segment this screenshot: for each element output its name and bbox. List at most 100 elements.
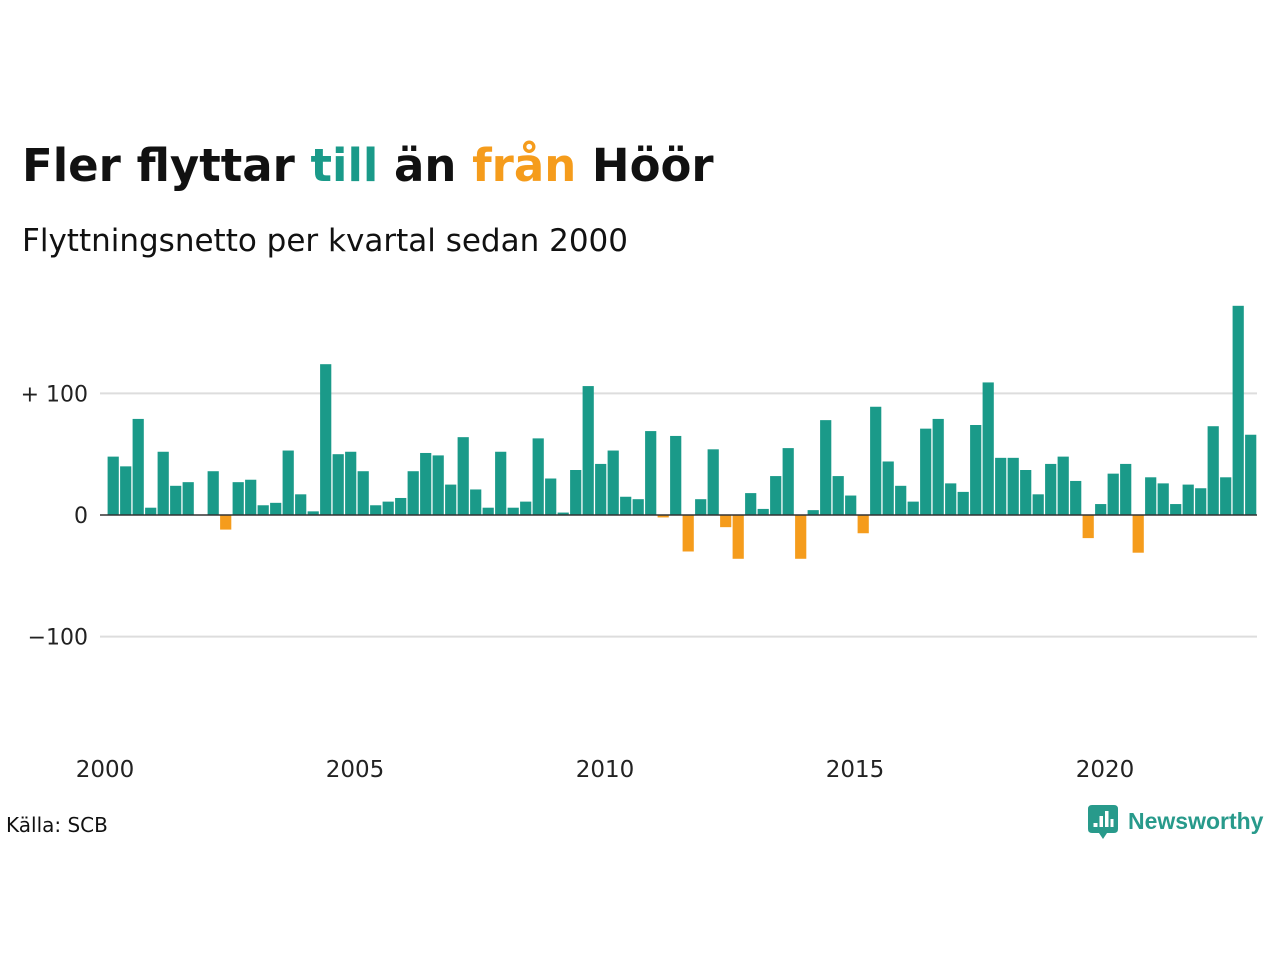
bar — [1107, 473, 1119, 515]
bar — [782, 448, 794, 515]
bar — [607, 450, 619, 515]
bar — [457, 437, 469, 515]
y-tick-label: −100 — [28, 626, 88, 651]
bar — [845, 495, 857, 515]
logo-text: Newsworthy — [1128, 808, 1264, 834]
newsworthy-logo-icon — [1088, 805, 1118, 839]
bar — [470, 489, 482, 515]
bar — [207, 471, 219, 515]
bar — [1020, 470, 1032, 515]
bar — [945, 483, 957, 515]
bar — [995, 457, 1007, 515]
bar — [1232, 305, 1244, 515]
bar — [257, 505, 269, 515]
bar — [532, 438, 544, 515]
bar — [1132, 515, 1144, 553]
bar — [957, 491, 969, 515]
gridlines — [100, 392, 1257, 638]
bar — [182, 482, 194, 515]
bar — [145, 507, 157, 515]
bar — [720, 515, 732, 528]
bars — [107, 305, 1257, 559]
bar — [820, 420, 832, 515]
x-tick-label: 2000 — [76, 757, 135, 783]
bar — [932, 418, 944, 515]
bar — [595, 463, 607, 515]
chart-title: Fler flyttar till än från Höör — [22, 139, 714, 192]
bar — [420, 452, 432, 515]
y-axis: −100 0 + 100 — [21, 382, 88, 650]
bar — [557, 512, 569, 515]
bar — [295, 494, 307, 515]
x-tick-label: 2005 — [326, 757, 385, 783]
bar — [757, 508, 769, 515]
bar — [1045, 463, 1057, 515]
bar — [632, 499, 644, 515]
bar — [657, 515, 669, 518]
bar — [282, 450, 294, 515]
bar — [795, 515, 807, 559]
bar — [1032, 494, 1044, 515]
bar — [357, 471, 369, 515]
bar — [707, 449, 719, 515]
bar — [970, 425, 982, 515]
bar — [245, 479, 257, 515]
bar — [382, 501, 394, 515]
bar — [445, 484, 457, 515]
bar — [645, 431, 657, 515]
bar — [1070, 480, 1082, 515]
bar — [570, 470, 582, 515]
bar — [770, 476, 782, 515]
bar — [495, 451, 507, 515]
bar — [982, 382, 994, 515]
bar — [432, 455, 444, 515]
bar — [307, 511, 319, 515]
bar — [407, 471, 419, 515]
bar — [1157, 483, 1169, 515]
bar — [832, 476, 844, 515]
title-highlight-word: från — [472, 139, 577, 192]
bar — [345, 451, 357, 515]
logo-icon-bar — [1099, 816, 1103, 827]
bar — [232, 482, 244, 515]
x-axis: 2000 2005 2010 2015 2020 — [76, 757, 1135, 783]
y-tick-label: + 100 — [21, 382, 88, 407]
bar — [1145, 477, 1157, 515]
x-tick-label: 2020 — [1076, 757, 1135, 783]
bar — [132, 418, 144, 515]
bar — [895, 485, 907, 515]
bar — [682, 515, 694, 552]
bar — [1195, 488, 1207, 515]
bar — [870, 406, 882, 515]
bar — [157, 451, 169, 515]
bar — [1057, 456, 1069, 515]
source-note: Källa: SCB — [6, 813, 108, 837]
bar — [920, 428, 932, 515]
x-tick-label: 2015 — [826, 757, 885, 783]
bar — [1082, 515, 1094, 539]
bar — [1245, 434, 1257, 515]
bar — [270, 502, 282, 515]
bar — [507, 507, 519, 515]
bar — [545, 478, 557, 515]
logo-icon-dot — [1093, 823, 1098, 827]
bar — [695, 499, 707, 515]
bar — [170, 485, 182, 515]
bar — [745, 493, 757, 515]
bar-chart: −100 0 + 100 2000 2005 2010 2015 2020 — [21, 305, 1257, 783]
y-tick-label: 0 — [74, 504, 88, 529]
bar — [1120, 463, 1132, 515]
bar — [807, 510, 819, 515]
bar — [1182, 484, 1194, 515]
bar — [482, 507, 494, 515]
bar — [857, 515, 869, 534]
bar — [732, 515, 744, 559]
bar — [220, 515, 232, 530]
bar — [120, 466, 132, 515]
bar — [1170, 504, 1182, 515]
bar — [320, 364, 332, 515]
x-tick-label: 2010 — [576, 757, 635, 783]
bar — [620, 496, 632, 515]
bar — [107, 456, 119, 515]
chart-subtitle: Flyttningsnetto per kvartal sedan 2000 — [22, 223, 628, 259]
